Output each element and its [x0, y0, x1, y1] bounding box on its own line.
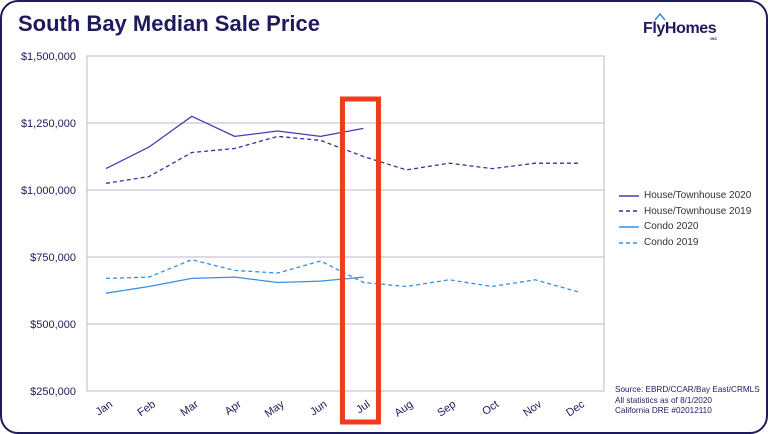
x-tick-label: Aug [392, 398, 415, 419]
logo-roof-icon [654, 12, 666, 21]
legend-swatch [619, 226, 639, 228]
legend-item: House/Townhouse 2019 [618, 204, 751, 220]
x-tick-label: May [263, 398, 287, 420]
x-tick-label: Sep [435, 398, 458, 419]
legend-label: House/Townhouse 2019 [644, 205, 752, 217]
x-tick-label: Jun [308, 398, 329, 418]
y-tick-label: $250,000 [30, 386, 76, 398]
y-axis-ticks: $250,000 $500,000 $750,000 $1,000,000 $1,250… [21, 51, 76, 398]
y-tick-label: $1,000,000 [21, 185, 76, 197]
legend-item: Condo 2020 [618, 219, 751, 235]
legend-swatch [619, 241, 639, 244]
brand-logo: FlyHomes INC [643, 12, 718, 41]
y-tick-label: $500,000 [30, 319, 76, 331]
source-note: Source: EBRD/CCAR/Bay East/CRMLS All sta… [615, 385, 760, 417]
logo-suffix: INC [710, 36, 718, 41]
highlight-layer [339, 96, 381, 425]
chart-legend: House/Townhouse 2020 House/Townhouse 2019… [618, 188, 751, 250]
x-tick-label: Nov [521, 398, 544, 419]
x-tick-label: Mar [178, 398, 201, 419]
x-tick-label: Dec [564, 398, 587, 419]
y-tick-label: $1,500,000 [21, 51, 76, 63]
legend-label: Condo 2019 [644, 237, 699, 249]
legend-label: Condo 2020 [644, 221, 699, 233]
plot-area [86, 55, 605, 392]
highlight-box [339, 96, 381, 425]
source-line: California DRE #02012110 [615, 406, 712, 416]
legend-item: Condo 2019 [618, 235, 751, 251]
y-tick-label: $750,000 [30, 252, 76, 264]
source-line: Source: EBRD/CCAR/Bay East/CRMLS [615, 385, 760, 394]
legend-swatch [619, 210, 639, 213]
legend-label: House/Townhouse 2020 [644, 190, 752, 202]
legend-item: House/Townhouse 2020 [618, 188, 751, 204]
x-tick-label: Oct [480, 398, 501, 418]
source-line: All statistics as of 8/1/2020 [615, 395, 712, 405]
series-line-condo-2020 [105, 276, 364, 294]
y-tick-label: $1,250,000 [21, 118, 76, 130]
x-tick-label: Feb [135, 398, 157, 419]
x-tick-label: Jan [94, 398, 115, 418]
x-tick-label: Apr [223, 398, 244, 418]
page-title: South Bay Median Sale Price [18, 11, 320, 36]
grid-layer [86, 55, 605, 392]
logo-text: FlyHomes [643, 20, 717, 37]
legend-swatch [619, 195, 639, 197]
x-tick-label: Jul [354, 398, 372, 416]
series-line-house-townhouse-2020 [105, 115, 364, 170]
